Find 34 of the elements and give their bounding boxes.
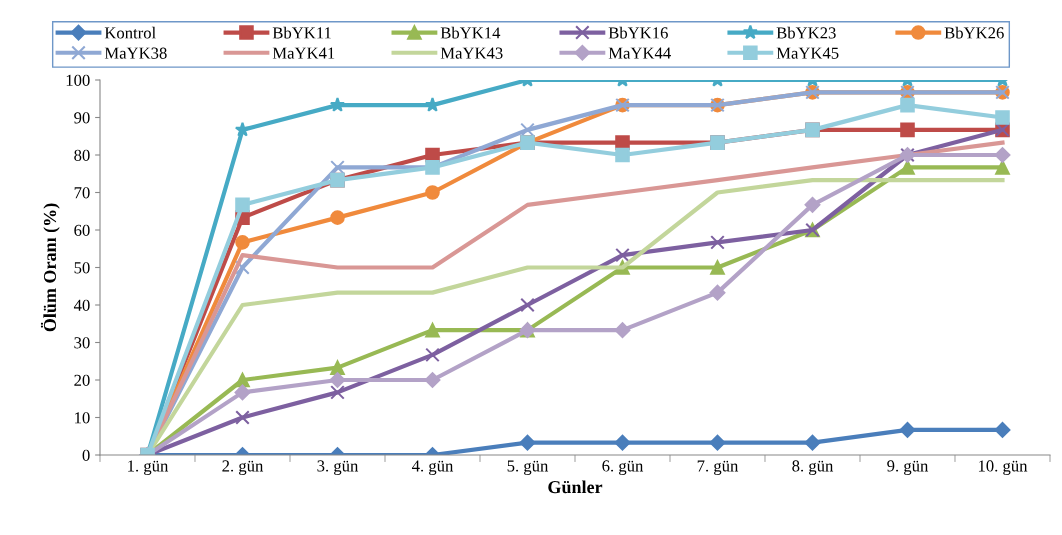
legend-label: BbYK11 (272, 26, 331, 39)
y-tick-label: 80 (74, 149, 90, 161)
x-tick-label: 2. gün (222, 460, 264, 475)
legend-label: MaYK38 (104, 47, 167, 59)
x-tick-label: 4. gün (411, 460, 454, 475)
y-tick-label: 30 (74, 337, 90, 349)
x-tick-label: 6. gün (602, 460, 644, 475)
legend-label: BbYK26 (944, 26, 1004, 39)
x-tick-label: 8. gün (792, 460, 834, 475)
y-tick-label: 50 (74, 262, 90, 274)
x-tick-label: 10. gün (978, 460, 1028, 475)
y-axis-title: Ölüm Oranı (%) (40, 203, 60, 332)
legend-label: MaYK41 (272, 47, 335, 59)
x-tick-label: 5. gün (507, 460, 549, 475)
x-tick-label: 3. gün (317, 460, 359, 475)
y-tick-label: 0 (82, 449, 90, 461)
legend-label: BbYK14 (440, 26, 501, 39)
y-tick-label: 40 (73, 299, 90, 311)
legend-label: BbYK23 (776, 26, 836, 39)
legend-label: Kontrol (104, 26, 156, 39)
legend-label: MaYK45 (776, 47, 839, 59)
x-tick-label: 1. gün (128, 460, 169, 475)
legend-label: BbYK16 (608, 26, 668, 39)
y-tick-label: 10 (75, 412, 90, 424)
x-tick-label: 9. gün (887, 460, 929, 475)
y-tick-label: 60 (74, 224, 90, 236)
legend-label: MaYK44 (608, 47, 671, 59)
x-axis-title: Günler (548, 480, 603, 494)
x-tick-label: 7. gün (697, 460, 739, 475)
y-tick-label: 90 (74, 112, 90, 124)
y-tick-label: 70 (74, 187, 90, 199)
y-tick-label: 100 (66, 74, 90, 86)
y-tick-label: 20 (74, 374, 90, 386)
legend-label: MaYK43 (440, 47, 503, 59)
